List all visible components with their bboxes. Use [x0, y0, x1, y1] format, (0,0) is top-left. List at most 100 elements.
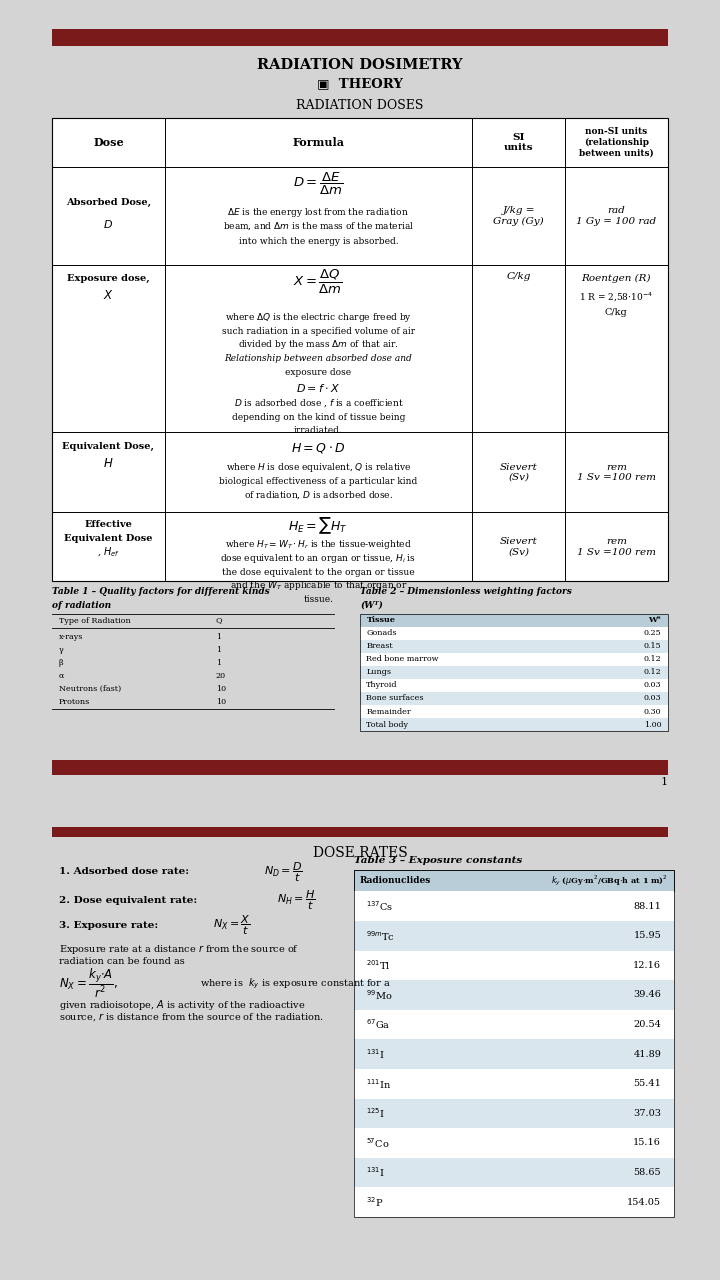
Text: 0.03: 0.03 — [644, 681, 661, 690]
Text: 0.12: 0.12 — [644, 655, 661, 663]
Text: 10: 10 — [216, 685, 226, 692]
Text: Neutrons (fast): Neutrons (fast) — [59, 685, 121, 692]
Text: and the $W_T$ applicable to that organ or: and the $W_T$ applicable to that organ o… — [230, 580, 407, 593]
Text: rad
1 Gy = 100 rad: rad 1 Gy = 100 rad — [576, 206, 657, 225]
Bar — [53, 29, 667, 46]
Text: Roentgen (R): Roentgen (R) — [582, 274, 651, 283]
Text: 20: 20 — [216, 672, 226, 680]
Text: Total body: Total body — [366, 721, 408, 728]
Text: $^{32}$P: $^{32}$P — [366, 1196, 384, 1210]
Text: 41.89: 41.89 — [634, 1050, 661, 1059]
Text: α: α — [59, 672, 64, 680]
Text: Equivalent Dose: Equivalent Dose — [64, 534, 153, 543]
Text: irradiated.: irradiated. — [294, 426, 343, 435]
Text: rem
1 Sv =100 rem: rem 1 Sv =100 rem — [577, 538, 656, 557]
Text: into which the energy is absorbed.: into which the energy is absorbed. — [238, 237, 398, 247]
Text: Exposure dose,: Exposure dose, — [67, 274, 150, 283]
Text: $H$: $H$ — [103, 457, 114, 470]
Bar — [360, 653, 667, 666]
Text: 1 R = 2,58$\cdot$10$^{-4}$: 1 R = 2,58$\cdot$10$^{-4}$ — [580, 291, 653, 303]
Text: Relationship between absorbed dose and: Relationship between absorbed dose and — [225, 355, 413, 364]
Bar — [53, 118, 667, 581]
Text: Sievert
(Sv): Sievert (Sv) — [500, 538, 537, 557]
Text: $X$: $X$ — [103, 289, 114, 302]
Text: , $H_{ef}$: , $H_{ef}$ — [97, 545, 120, 559]
Text: 2. Dose equivalent rate:: 2. Dose equivalent rate: — [59, 896, 201, 905]
Text: where $\Delta Q$ is the electric charge freed by: where $\Delta Q$ is the electric charge … — [225, 311, 412, 324]
Text: biological effectiveness of a particular kind: biological effectiveness of a particular… — [219, 477, 418, 486]
Text: $H = Q \cdot D$: $H = Q \cdot D$ — [291, 440, 346, 454]
Text: 15.95: 15.95 — [634, 932, 661, 941]
Bar — [360, 718, 667, 731]
Text: Radionuclides: Radionuclides — [360, 876, 431, 884]
Text: $^{99m}$Tc: $^{99m}$Tc — [366, 929, 395, 942]
Text: 3. Exposure rate:: 3. Exposure rate: — [59, 920, 162, 929]
Text: Table 1 – Quality factors for different kinds: Table 1 – Quality factors for different … — [53, 586, 270, 596]
Text: 0.25: 0.25 — [644, 630, 661, 637]
Bar — [53, 827, 667, 837]
Text: the dose equivalent to the organ or tissue: the dose equivalent to the organ or tiss… — [222, 567, 415, 577]
Text: $^{137}$Cs: $^{137}$Cs — [366, 900, 394, 913]
Text: DOSE RATES: DOSE RATES — [312, 846, 408, 860]
Text: x-rays: x-rays — [59, 632, 84, 641]
Bar — [354, 1188, 674, 1217]
Text: divided by the mass $\Delta m$ of that air.: divided by the mass $\Delta m$ of that a… — [238, 338, 399, 351]
Text: where $H$ is dose equivalent, $Q$ is relative: where $H$ is dose equivalent, $Q$ is rel… — [225, 461, 411, 474]
Text: 39.46: 39.46 — [634, 991, 661, 1000]
Text: RADIATION DOSIMETRY: RADIATION DOSIMETRY — [257, 59, 463, 72]
Text: Sievert
(Sv): Sievert (Sv) — [500, 462, 537, 483]
Text: 15.16: 15.16 — [634, 1138, 661, 1147]
Text: depending on the kind of tissue being: depending on the kind of tissue being — [232, 412, 405, 421]
Text: dose equivalent to an organ or tissue, $H_i$ is: dose equivalent to an organ or tissue, $… — [220, 552, 416, 564]
Text: 55.41: 55.41 — [634, 1079, 661, 1088]
Text: 1: 1 — [216, 659, 221, 667]
Text: 0.12: 0.12 — [644, 668, 661, 676]
Bar — [354, 1039, 674, 1069]
Text: Wᵀ: Wᵀ — [649, 616, 661, 625]
Text: 37.03: 37.03 — [633, 1108, 661, 1117]
Text: of radiation, $D$ is adsorbed dose.: of radiation, $D$ is adsorbed dose. — [244, 489, 393, 502]
Text: Red bone marrow: Red bone marrow — [366, 655, 439, 663]
Bar — [354, 869, 674, 1217]
Text: $D = f \cdot X$: $D = f \cdot X$ — [297, 381, 341, 394]
Bar — [354, 1010, 674, 1039]
Text: Dose: Dose — [93, 137, 124, 148]
Text: $N_D = \dfrac{D}{t}$: $N_D = \dfrac{D}{t}$ — [264, 860, 302, 883]
Text: 0.15: 0.15 — [644, 643, 661, 650]
Text: tissue.: tissue. — [303, 595, 333, 604]
Text: $^{131}$I: $^{131}$I — [366, 1047, 385, 1061]
Text: ▣  THEORY: ▣ THEORY — [317, 77, 403, 90]
Bar — [360, 627, 667, 640]
Text: 1: 1 — [216, 632, 221, 641]
Text: $D = \dfrac{\Delta E}{\Delta m}$: $D = \dfrac{\Delta E}{\Delta m}$ — [293, 172, 343, 197]
Text: $^{201}$Tl: $^{201}$Tl — [366, 959, 391, 973]
Bar — [354, 869, 674, 891]
Text: non-SI units
(relationship
between units): non-SI units (relationship between units… — [579, 128, 654, 157]
Text: $k_y$ ($\mu$Gy$\cdot$m$^2$/GBq$\cdot$h at 1 m)$^2$: $k_y$ ($\mu$Gy$\cdot$m$^2$/GBq$\cdot$h a… — [551, 873, 667, 888]
Text: 10: 10 — [216, 698, 226, 707]
Text: Remainder: Remainder — [366, 708, 411, 716]
Bar — [354, 1098, 674, 1128]
Text: J/kg =
Gray (Gy): J/kg = Gray (Gy) — [493, 206, 544, 227]
Bar — [360, 692, 667, 705]
Text: $^{99}$Mo: $^{99}$Mo — [366, 988, 393, 1002]
Text: 20.54: 20.54 — [634, 1020, 661, 1029]
Text: $^{57}$Co: $^{57}$Co — [366, 1137, 390, 1149]
Bar — [354, 1069, 674, 1098]
Text: 0.03: 0.03 — [644, 695, 661, 703]
Text: Table 3 – Exposure constants: Table 3 – Exposure constants — [354, 855, 522, 864]
Text: Q: Q — [216, 617, 222, 625]
Text: given radioisotope, $A$ is activity of the radioactive: given radioisotope, $A$ is activity of t… — [59, 997, 305, 1011]
Text: $N_H = \dfrac{H}{t}$: $N_H = \dfrac{H}{t}$ — [276, 888, 315, 911]
Text: C/kg: C/kg — [506, 271, 531, 282]
Text: $N_X = \dfrac{X}{t}$: $N_X = \dfrac{X}{t}$ — [212, 914, 250, 937]
Bar — [354, 980, 674, 1010]
Text: Thyroid: Thyroid — [366, 681, 398, 690]
Text: Gonads: Gonads — [366, 630, 397, 637]
Text: exposure dose: exposure dose — [285, 367, 351, 378]
Bar — [360, 613, 667, 627]
Text: Tissue: Tissue — [366, 616, 395, 625]
Bar — [354, 1157, 674, 1188]
Bar — [360, 678, 667, 692]
Text: $D$: $D$ — [104, 218, 114, 230]
